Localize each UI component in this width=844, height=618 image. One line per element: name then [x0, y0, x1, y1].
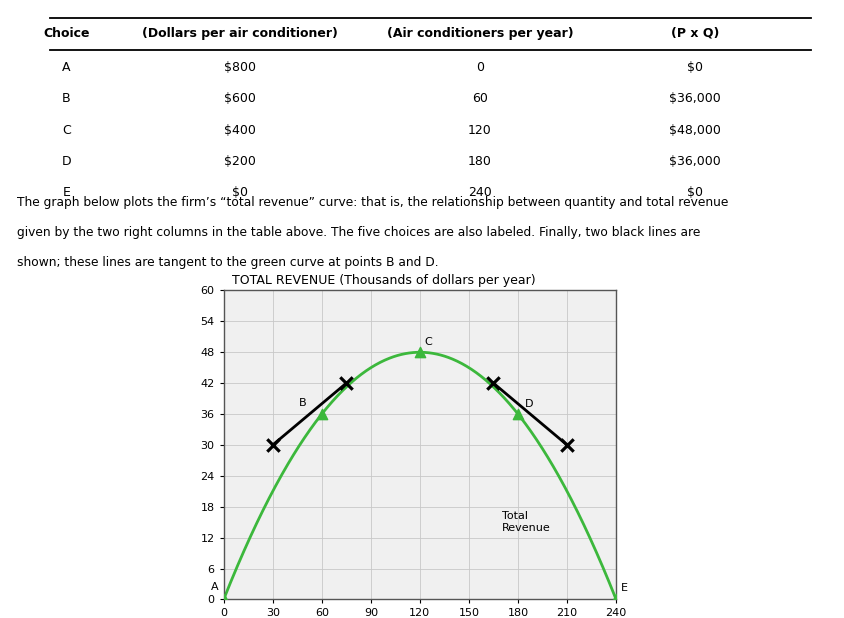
Text: Total
Revenue: Total Revenue: [501, 512, 550, 533]
Text: A: A: [211, 582, 219, 592]
Point: [315, 409, 328, 419]
Text: (Air conditioners per year): (Air conditioners per year): [387, 27, 573, 40]
Text: $800: $800: [224, 61, 256, 74]
Text: (P x Q): (P x Q): [671, 27, 719, 40]
Text: $48,000: $48,000: [669, 124, 721, 137]
Text: $36,000: $36,000: [669, 154, 721, 167]
Text: TOTAL REVENUE (Thousands of dollars per year): TOTAL REVENUE (Thousands of dollars per …: [231, 274, 535, 287]
Text: E: E: [62, 186, 70, 199]
Text: E: E: [621, 583, 628, 593]
Text: A: A: [62, 61, 71, 74]
Text: $200: $200: [225, 154, 256, 167]
Point: [560, 440, 574, 450]
Text: (Dollars per air conditioner): (Dollars per air conditioner): [142, 27, 338, 40]
Text: B: B: [62, 92, 71, 106]
Text: Choice: Choice: [43, 27, 89, 40]
Text: C: C: [425, 337, 432, 347]
Text: $600: $600: [225, 92, 256, 106]
Text: D: D: [525, 399, 533, 409]
Text: shown; these lines are tangent to the green curve at points B and D.: shown; these lines are tangent to the gr…: [17, 256, 438, 269]
Text: $36,000: $36,000: [669, 92, 721, 106]
Text: given by the two right columns in the table above. The five choices are also lab: given by the two right columns in the ta…: [17, 226, 700, 239]
Text: $0: $0: [232, 186, 248, 199]
Text: $0: $0: [687, 186, 703, 199]
Text: 60: 60: [472, 92, 488, 106]
Text: 0: 0: [476, 61, 484, 74]
Text: $0: $0: [687, 61, 703, 74]
Text: 120: 120: [468, 124, 492, 137]
Point: [414, 347, 426, 357]
Text: 240: 240: [468, 186, 492, 199]
Point: [487, 378, 500, 388]
Point: [609, 595, 623, 604]
Point: [266, 440, 279, 450]
Text: B: B: [299, 398, 306, 408]
Text: $400: $400: [225, 124, 256, 137]
Text: The graph below plots the firm’s “total revenue” curve: that is, the relationshi: The graph below plots the firm’s “total …: [17, 196, 728, 209]
Point: [339, 378, 353, 388]
Point: [217, 595, 230, 604]
Text: D: D: [62, 154, 71, 167]
Text: 180: 180: [468, 154, 492, 167]
Point: [511, 409, 525, 419]
Text: C: C: [62, 124, 71, 137]
